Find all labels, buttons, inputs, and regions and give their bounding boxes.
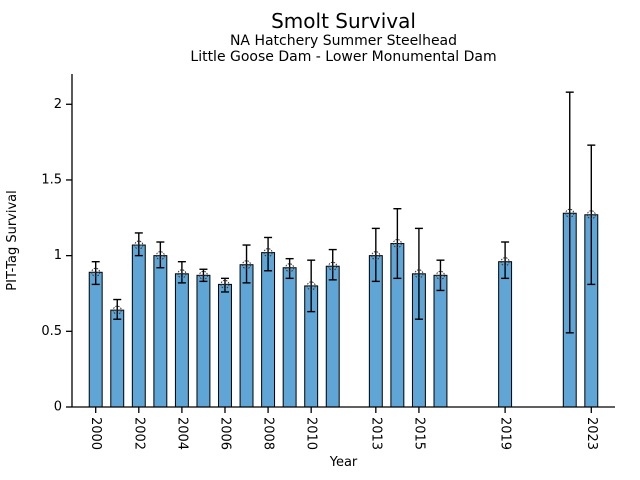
- bar-2005: [196, 274, 211, 408]
- y-tick-label: 2: [54, 97, 62, 112]
- chart-subtitle-line2: Little Goose Dam - Lower Monumental Dam: [190, 49, 497, 65]
- x-tick-label: 2019: [498, 417, 513, 450]
- y-tick-label: 1: [54, 248, 62, 263]
- y-axis-label: PIT-Tag Survival: [5, 190, 20, 290]
- x-tick-label: 2015: [411, 417, 426, 450]
- bar-2006: [218, 283, 232, 408]
- bar-2004: [174, 273, 189, 408]
- y-tick-label: 1.5: [41, 172, 62, 187]
- chart-subtitle-line1: NA Hatchery Summer Steelhead: [229, 33, 458, 49]
- bar-2001: [110, 309, 125, 408]
- bar-2009: [282, 267, 297, 408]
- x-tick-label: 2000: [88, 417, 103, 450]
- x-tick-label: 2023: [584, 417, 599, 450]
- bar-2019: [498, 261, 513, 408]
- x-tick-label: 2004: [174, 417, 189, 450]
- bar-2000: [88, 271, 103, 408]
- bar-2016: [433, 274, 448, 408]
- bar-2011: [325, 265, 340, 408]
- chart-title: Smolt Survival: [271, 9, 416, 33]
- bar-2007: [239, 264, 254, 408]
- x-axis-label: Year: [329, 455, 358, 470]
- x-tick-label: 2013: [368, 417, 383, 450]
- chart-header: Smolt Survival NA Hatchery Summer Steelh…: [72, 9, 615, 66]
- bar-2002: [131, 244, 146, 408]
- bar-2008: [261, 252, 276, 408]
- x-tick-label: 2010: [304, 417, 319, 450]
- bar-2003: [153, 255, 168, 408]
- x-tick-label: 2008: [261, 417, 276, 450]
- x-tick-label: 2006: [217, 417, 232, 450]
- x-tick-label: 2002: [131, 417, 146, 450]
- y-tick-label: 0: [54, 400, 62, 415]
- y-tick-label: 0.5: [41, 324, 62, 339]
